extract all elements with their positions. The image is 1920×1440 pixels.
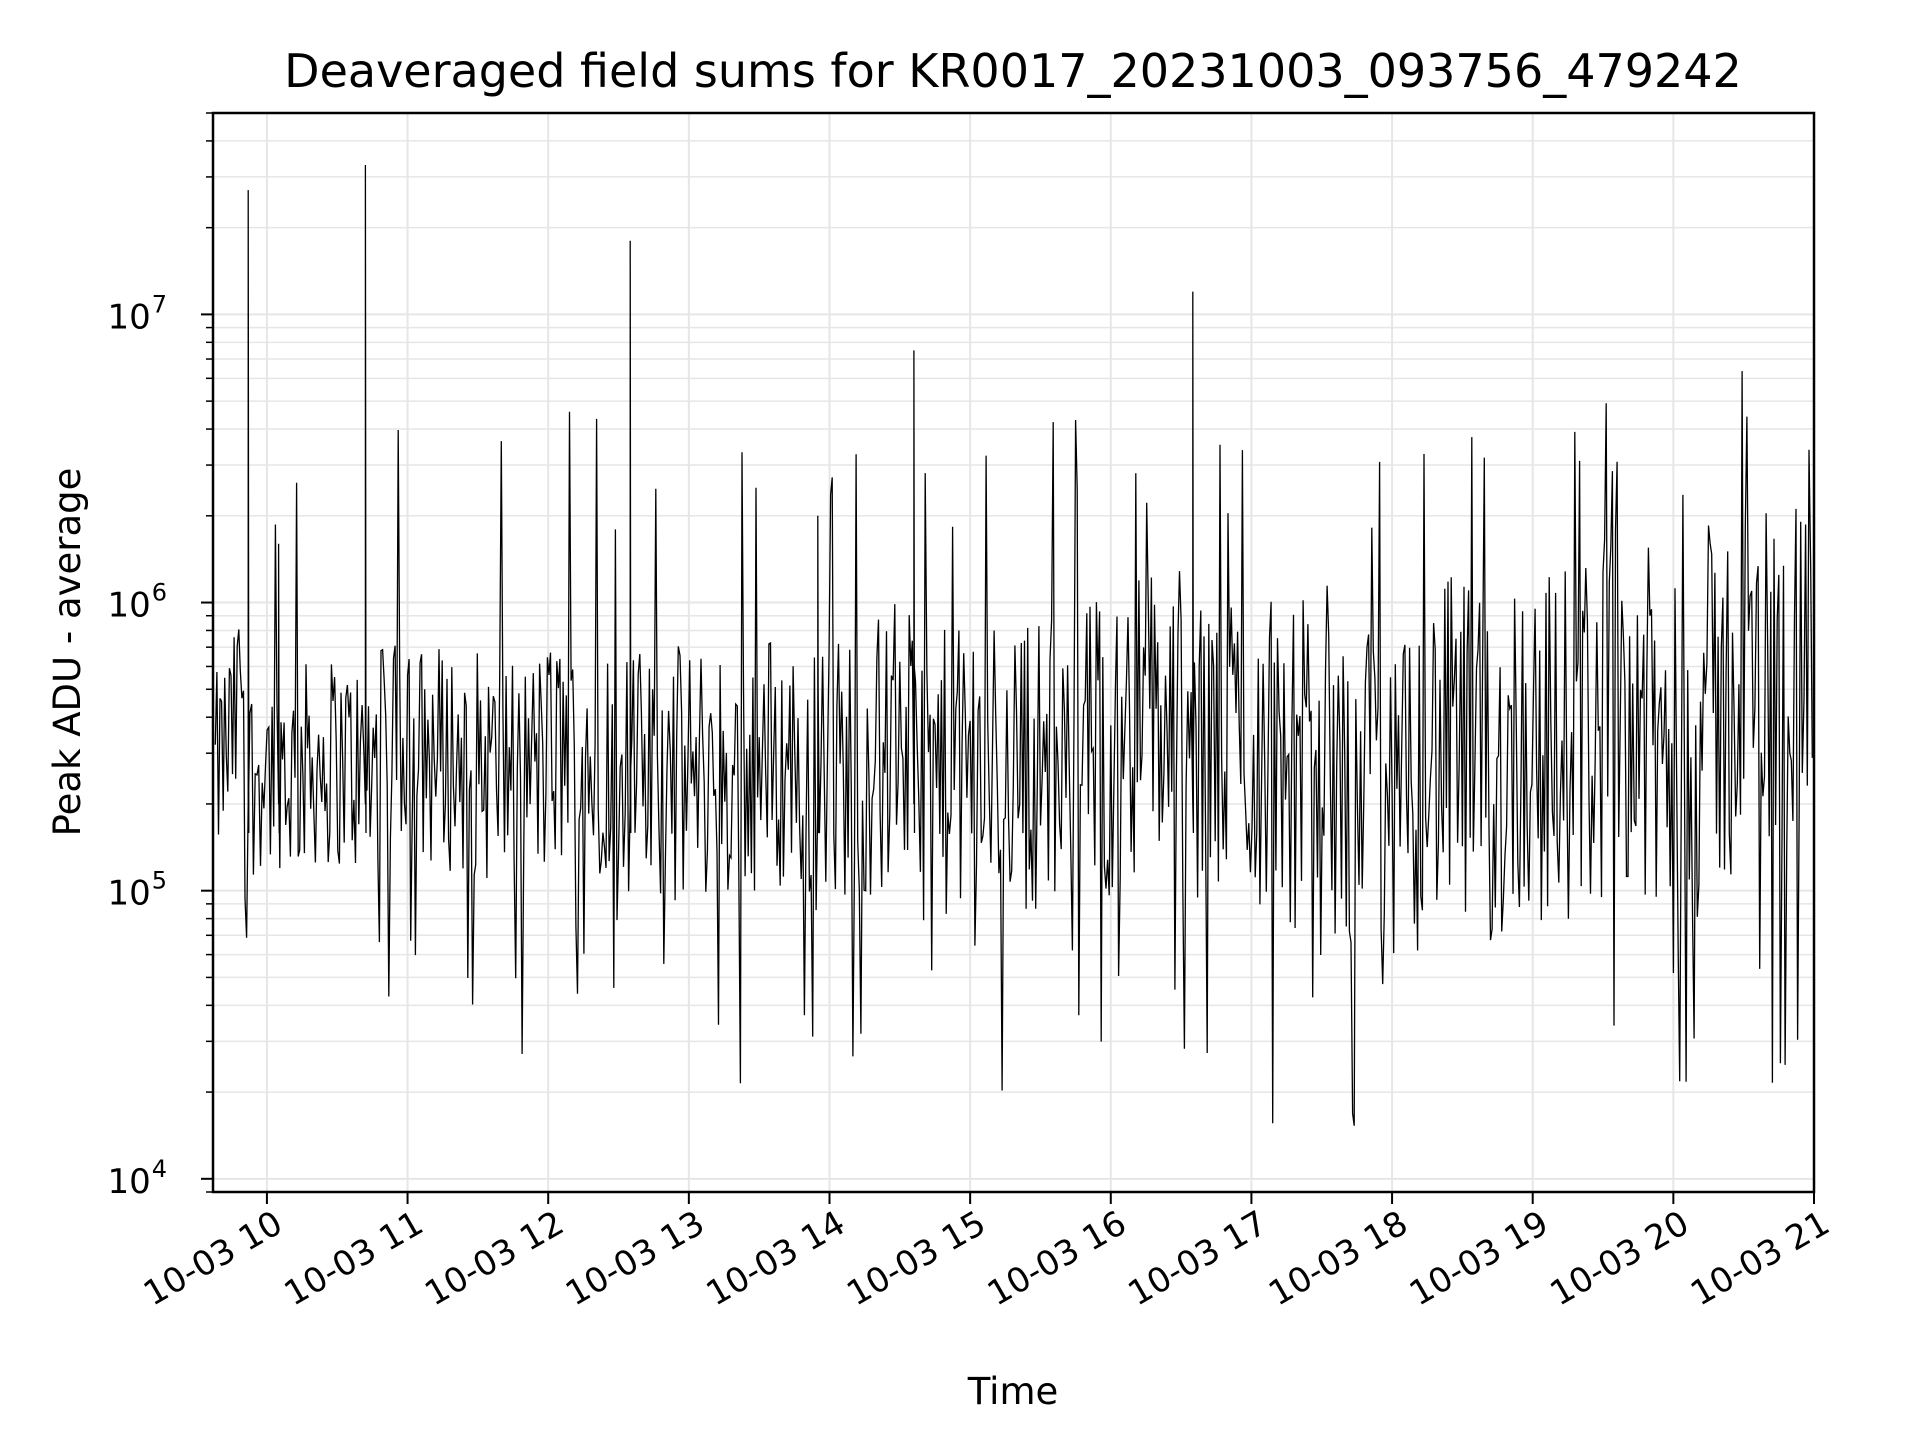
x-axis-label: Time	[967, 1370, 1059, 1413]
y-axis-label: Peak ADU - average	[46, 468, 89, 837]
series-line-0	[214, 164, 1813, 1126]
plot-frame	[211, 111, 1816, 1194]
y-tick-label: 106	[107, 579, 167, 626]
y-tick-label: 104	[107, 1155, 167, 1202]
chart-title: Deaveraged field sums for KR0017_2023100…	[284, 44, 1742, 98]
grid	[213, 112, 1815, 1193]
y-tick-label: 107	[107, 290, 167, 337]
y-tick-label: 105	[107, 867, 167, 914]
plot-line-group	[214, 164, 1813, 1126]
y-axis-ticks: 104 105 106 107	[107, 112, 213, 1202]
